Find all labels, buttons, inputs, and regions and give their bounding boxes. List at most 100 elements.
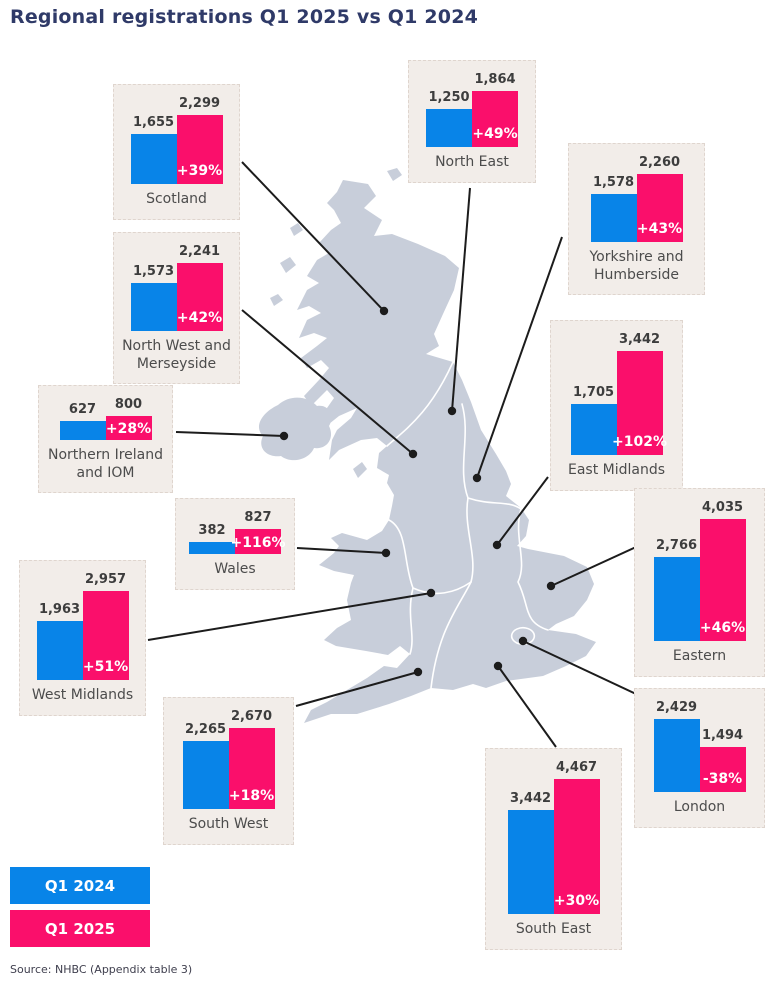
region-label: London [673,799,726,815]
region-label: Scotland [146,191,207,207]
page-title: Regional registrations Q1 2025 vs Q1 202… [10,6,479,28]
percent-change: +18% [228,788,275,804]
bar-pair: 1,250 1,864 +49% [426,72,518,147]
region-card-south-west: 2,265 2,670 +18% South West [163,697,294,845]
q1-2025-value: 2,260 [638,155,681,170]
region-label: Yorkshire and Humberside [589,249,684,283]
q1-2024-bar [182,741,229,809]
q1-2025-value: 2,957 [84,572,127,587]
q1-2024-bar [426,109,472,147]
region-label: Wales [214,561,256,577]
percent-change: +42% [176,310,223,326]
percent-change: +30% [553,893,600,909]
percent-change: -38% [702,771,743,787]
q1-2024-value: 1,250 [428,90,470,105]
q1-2025-bar: +28% [105,416,152,440]
region-card-west-midlands: 1,963 2,957 +51% West Midlands [19,560,146,716]
bar-pair: 1,963 2,957 +51% [36,572,129,680]
q1-2025-value: 2,670 [230,709,273,724]
percent-change: +46% [699,620,746,636]
q1-2024-value: 627 [68,402,97,417]
q1-2025-value: 1,494 [701,728,744,743]
q1-2024-bar [570,404,617,455]
legend: Q1 2024 Q1 2025 [10,867,150,947]
q1-2025-value: 3,442 [618,332,661,347]
region-card-scotland: 1,655 2,299 +39% Scotland [113,84,240,220]
q1-2025-bar: +39% [176,115,223,184]
q1-2024-value: 1,655 [132,115,175,130]
bar-pair: 2,766 4,035 +46% [653,500,746,641]
q1-2025-value: 1,864 [474,72,516,87]
q1-2025-bar: +102% [612,351,667,455]
region-label: North East [435,154,509,170]
bar-pair: 1,705 3,442 +102% [570,332,667,455]
q1-2025-bar: +43% [636,174,683,242]
bar-pair: 2,429 1,494 -38% [653,700,746,792]
q1-2024-bar [653,719,700,792]
q1-2024-value: 382 [198,523,226,538]
q1-2024-bar [59,421,106,440]
q1-2024-bar [189,542,235,554]
q1-2024-bar [590,194,637,242]
percent-change: +102% [612,434,667,450]
q1-2025-value: 800 [114,397,143,412]
bar-pair: 1,573 2,241 +42% [130,244,223,331]
region-label: West Midlands [31,687,134,703]
q1-2025-value: 4,467 [555,760,598,775]
q1-2025-bar: +49% [472,91,518,147]
q1-2025-bar: +51% [82,591,129,680]
region-card-wales: 382 827 +116% Wales [175,498,295,590]
region-card-northern-ireland-iom: 627 800 +28% Northern Ireland and IOM [38,385,173,493]
region-label: South East [515,921,592,937]
region-label: South West [188,816,269,832]
uk-map-landmass [258,168,596,723]
percent-change: +49% [472,126,518,142]
region-label: Northern Ireland and IOM [47,447,164,481]
region-label: Eastern [672,648,727,664]
q1-2025-bar: +30% [553,779,600,914]
q1-2025-bar: -38% [699,747,746,792]
q1-2024-value: 1,963 [38,602,81,617]
percent-change: +28% [105,421,152,437]
q1-2025-value: 827 [244,510,272,525]
q1-2024-value: 2,265 [184,722,227,737]
q1-2024-bar [130,134,177,184]
legend-q1-2024: Q1 2024 [10,867,150,904]
q1-2025-bar: +42% [176,263,223,331]
q1-2024-bar [653,557,700,641]
q1-2024-value: 3,442 [509,791,552,806]
q1-2025-value: 2,241 [178,244,221,259]
q1-2024-value: 2,429 [655,700,698,715]
region-label: East Midlands [567,462,666,478]
q1-2025-bar: +18% [228,728,275,809]
region-card-north-west-merseyside: 1,573 2,241 +42% North West and Merseysi… [113,232,240,384]
q1-2024-value: 1,573 [132,264,175,279]
bar-pair: 2,265 2,670 +18% [182,709,275,809]
legend-q1-2025: Q1 2025 [10,910,150,947]
region-card-yorkshire-humberside: 1,578 2,260 +43% Yorkshire and Humbersid… [568,143,705,295]
source-note: Source: NHBC (Appendix table 3) [10,963,193,976]
region-card-east-midlands: 1,705 3,442 +102% East Midlands [550,320,683,491]
bar-pair: 1,578 2,260 +43% [590,155,683,242]
region-label: North West and Merseyside [122,338,231,372]
q1-2024-bar [507,810,554,914]
percent-change: +116% [230,535,286,551]
q1-2024-bar [36,621,83,680]
percent-change: +43% [636,221,683,237]
region-card-south-east: 3,442 4,467 +30% South East [485,748,622,950]
region-card-north-east: 1,250 1,864 +49% North East [408,60,536,183]
q1-2024-value: 1,705 [572,385,615,400]
q1-2025-value: 4,035 [701,500,744,515]
q1-2024-value: 1,578 [592,175,635,190]
bar-pair: 627 800 +28% [59,397,152,440]
q1-2025-bar: +46% [699,519,746,641]
bar-pair: 3,442 4,467 +30% [507,760,600,914]
q1-2025-bar: +116% [231,529,286,554]
bar-pair: 382 827 +116% [189,510,286,554]
percent-change: +39% [176,163,223,179]
percent-change: +51% [82,659,129,675]
bar-pair: 1,655 2,299 +39% [130,96,223,184]
q1-2024-bar [130,283,177,331]
q1-2025-value: 2,299 [178,96,221,111]
region-card-london: 2,429 1,494 -38% London [634,688,765,828]
